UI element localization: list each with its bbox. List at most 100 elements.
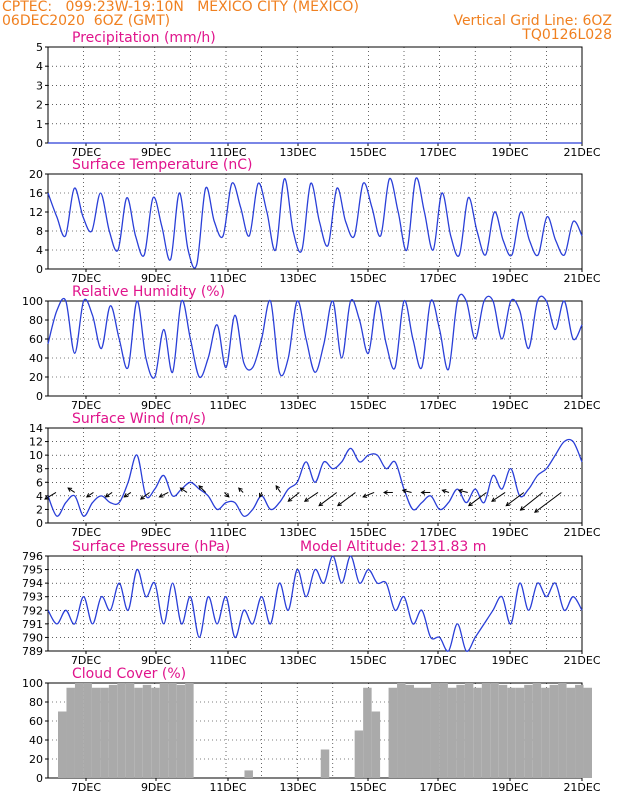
- x-tick-label: 21DEC: [563, 399, 600, 412]
- y-tick-label: 793: [22, 591, 43, 604]
- x-tick-label: 15DEC: [349, 272, 386, 285]
- y-tick-label: 20: [29, 168, 43, 181]
- cloud-bar: [524, 684, 533, 778]
- header-line1: CPTEC: 099:23W-19:10N MEXICO CITY (MEXIC…: [2, 0, 359, 15]
- y-tick-label: 791: [22, 618, 43, 631]
- x-tick-label: 7DEC: [71, 526, 101, 539]
- y-tick-label: 796: [22, 550, 43, 563]
- x-tick-label: 11DEC: [209, 654, 246, 667]
- cloud-bar: [414, 687, 423, 778]
- y-tick-label: 12: [29, 436, 43, 449]
- x-tick-label: 19DEC: [491, 781, 528, 794]
- x-tick-label: 13DEC: [279, 526, 316, 539]
- cloud-bar: [397, 683, 406, 778]
- cloud-bar: [142, 684, 152, 778]
- x-tick-label: 17DEC: [419, 781, 456, 794]
- x-tick-label: 13DEC: [279, 272, 316, 285]
- cloud-bar: [515, 687, 525, 778]
- wind-arrow: [198, 485, 207, 493]
- y-tick-label: 14: [29, 422, 43, 435]
- x-tick-label: 17DEC: [419, 272, 456, 285]
- y-tick-label: 40: [29, 352, 43, 365]
- series-line: [47, 555, 583, 652]
- wind-arrow: [458, 489, 468, 493]
- wind-arrow-head: [467, 501, 473, 507]
- y-tick-label: 792: [22, 604, 43, 617]
- wind-arrow-head: [104, 493, 110, 498]
- x-tick-label: 9DEC: [141, 146, 171, 159]
- panel-title: Surface Temperature (nC): [72, 157, 253, 173]
- x-tick-label: 11DEC: [209, 146, 246, 159]
- header-line2: 06DEC2020 6OZ (GMT): [2, 13, 171, 29]
- wind-arrow: [159, 492, 169, 498]
- cloud-bar: [58, 711, 67, 778]
- x-tick-label: 17DEC: [419, 526, 456, 539]
- x-tick-label: 17DEC: [419, 654, 456, 667]
- wind-arrow-head: [457, 488, 463, 494]
- y-tick-label: 40: [29, 734, 43, 747]
- y-tick-label: 8: [36, 225, 43, 238]
- panel-annotation: Model Altitude: 2131.83 m: [300, 539, 486, 555]
- wind-arrow: [534, 492, 562, 513]
- panel-frame: [47, 173, 583, 270]
- cloud-bar: [575, 684, 584, 778]
- cloud-bar: [507, 687, 516, 778]
- x-tick-label: 7DEC: [71, 272, 101, 285]
- x-tick-label: 21DEC: [563, 781, 600, 794]
- cloud-bar: [363, 687, 372, 778]
- panel-frame: [47, 427, 583, 524]
- x-tick-label: 13DEC: [279, 781, 316, 794]
- wind-arrow: [287, 492, 300, 502]
- y-tick-label: 100: [22, 295, 43, 308]
- x-tick-label: 21DEC: [563, 526, 600, 539]
- panel-title: Relative Humidity (%): [72, 284, 225, 300]
- cloud-bar: [447, 687, 457, 778]
- wind-arrow: [275, 485, 281, 493]
- cloud-bar: [430, 683, 440, 778]
- cloud-bar: [583, 687, 592, 778]
- series-line: [47, 438, 583, 518]
- y-tick-label: 790: [22, 631, 43, 644]
- x-tick-label: 11DEC: [209, 272, 246, 285]
- y-tick-label: 60: [29, 333, 43, 346]
- wind-arrow-head: [287, 497, 293, 502]
- y-tick-label: 2: [36, 99, 43, 112]
- panel-frame: [47, 46, 583, 144]
- y-tick-label: 4: [36, 244, 43, 257]
- y-tick-label: 5: [36, 41, 43, 54]
- y-tick-label: 1: [36, 118, 43, 131]
- x-tick-label: 19DEC: [491, 146, 528, 159]
- y-tick-label: 0: [36, 517, 43, 530]
- x-tick-label: 9DEC: [141, 399, 171, 412]
- cloud-bar: [134, 687, 143, 778]
- y-tick-label: 789: [22, 645, 43, 658]
- wind-arrow-head: [179, 487, 185, 492]
- wind-arrow: [140, 492, 150, 500]
- y-tick-label: 795: [22, 564, 43, 577]
- cloud-bar: [244, 770, 253, 778]
- x-tick-label: 7DEC: [71, 399, 101, 412]
- series-line: [47, 177, 583, 269]
- y-tick-label: 8: [36, 463, 43, 476]
- wind-arrow: [304, 492, 319, 502]
- panel-title: Surface Wind (m/s): [72, 411, 206, 427]
- wind-arrow: [468, 492, 487, 507]
- panel-frame: [47, 555, 583, 652]
- y-tick-label: 3: [36, 79, 43, 92]
- wind-arrow-head: [158, 493, 164, 498]
- y-tick-label: 12: [29, 206, 43, 219]
- wind-arrow-head: [85, 493, 91, 498]
- wind-arrow-head: [505, 501, 511, 507]
- y-tick-label: 60: [29, 715, 43, 728]
- cloud-bar: [168, 683, 177, 778]
- x-tick-label: 9DEC: [141, 526, 171, 539]
- y-tick-label: 10: [29, 449, 43, 462]
- wind-arrow: [491, 492, 506, 502]
- wind-arrow: [362, 492, 375, 498]
- x-tick-label: 19DEC: [491, 654, 528, 667]
- x-tick-label: 11DEC: [209, 399, 246, 412]
- wind-arrow-head: [362, 493, 368, 498]
- cloud-bar: [159, 683, 169, 778]
- cloud-bar: [405, 684, 414, 778]
- cloud-bar: [91, 687, 101, 778]
